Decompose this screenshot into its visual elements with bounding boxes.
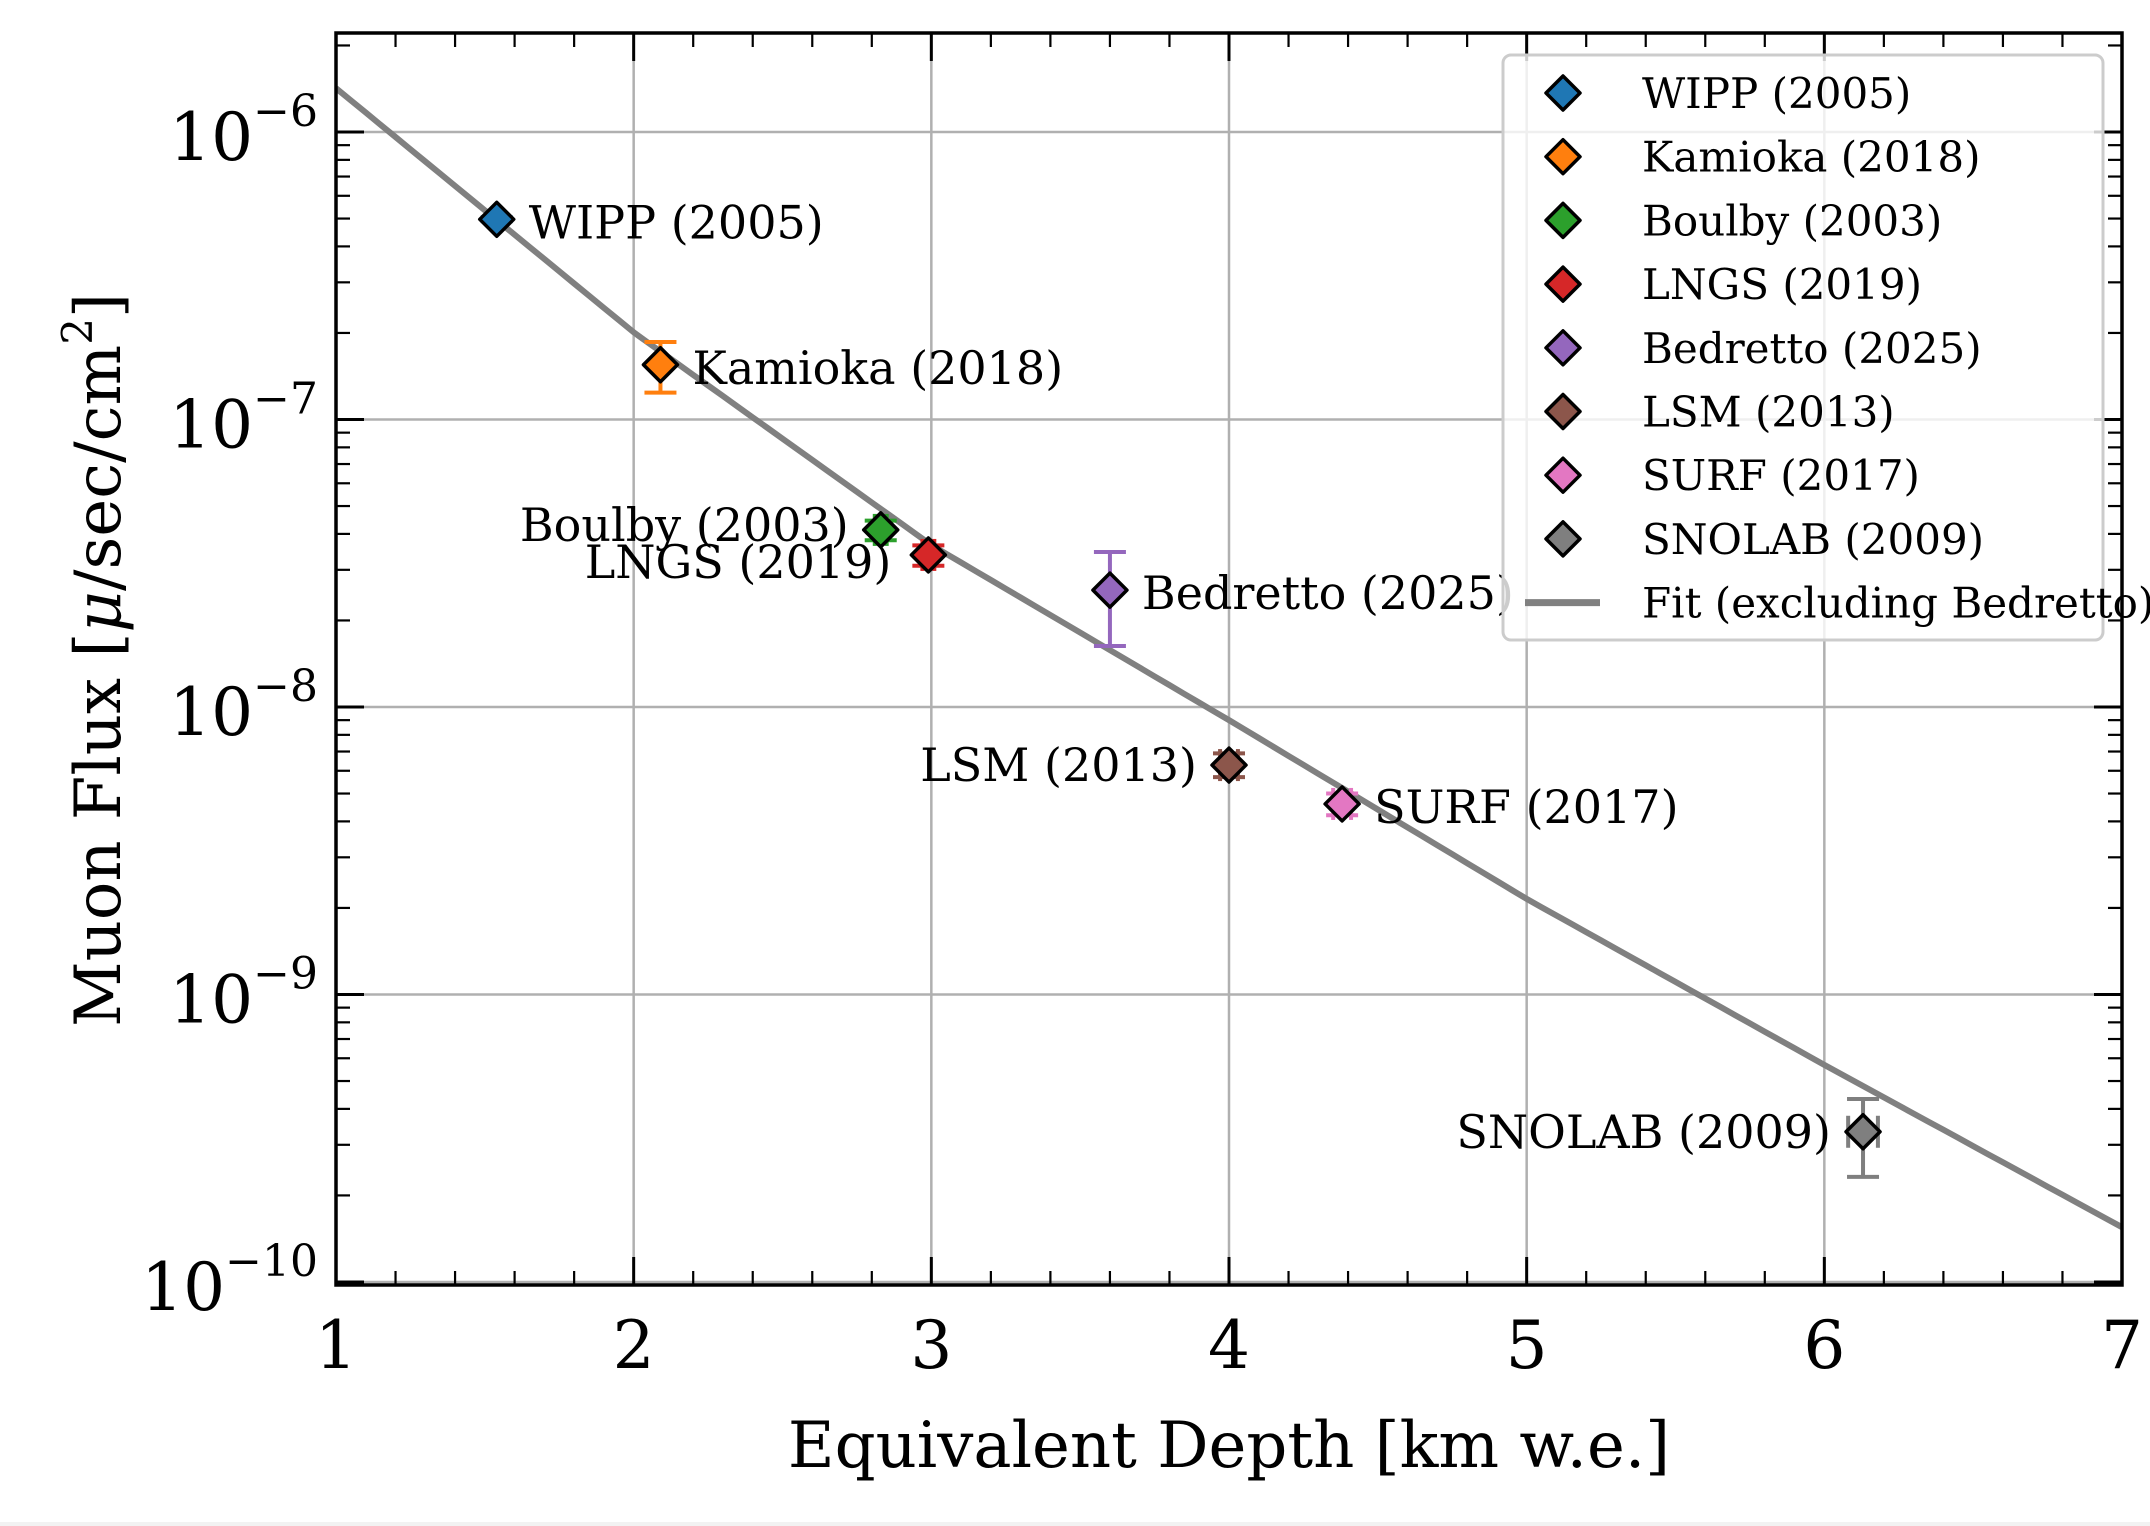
- data-point-label: Bedretto (2025): [1142, 566, 1514, 620]
- legend-item: SURF (2017): [1544, 451, 1920, 500]
- y-tick-label-exponent: −9: [253, 948, 318, 999]
- legend-label: LSM (2013): [1642, 388, 1895, 437]
- legend-item: WIPP (2005): [1544, 69, 1911, 118]
- data-point-label: SNOLAB (2009): [1456, 1105, 1831, 1159]
- y-tick-label-base: 10: [169, 674, 253, 751]
- legend-marker-icon: [1544, 137, 1582, 176]
- x-tick-label: 4: [1208, 1307, 1250, 1384]
- fit-curve-layer: [336, 85, 2122, 1230]
- data-point-marker: [1844, 1113, 1882, 1151]
- y-tick-label-exponent: −8: [253, 661, 318, 712]
- legend-marker-icon: [1544, 520, 1582, 558]
- y-tick-label-base: 10: [141, 1249, 225, 1326]
- data-point-label: LSM (2013): [920, 738, 1197, 792]
- legend-marker-icon: [1544, 201, 1582, 240]
- legend-item: Fit (excluding Bedretto): [1525, 579, 2150, 628]
- y-axis-label-sup: 2: [53, 318, 102, 345]
- x-tick-label: 3: [910, 1307, 952, 1384]
- legend: WIPP (2005) Kamioka (2018) Boulby (2003) LN…: [1501, 53, 2150, 642]
- legend-box: [1501, 53, 2105, 642]
- legend-label: Boulby (2003): [1642, 196, 1942, 245]
- data-point-marker: [909, 536, 948, 574]
- bottom-strip: [0, 1522, 2150, 1526]
- x-tick-label: 5: [1506, 1307, 1548, 1384]
- legend-item: LNGS (2019): [1544, 260, 1922, 309]
- legend-label: Fit (excluding Bedretto): [1642, 579, 2150, 628]
- legend-marker-icon: [1544, 265, 1582, 303]
- y-tick-label-base: 10: [169, 99, 253, 176]
- data-point-label: SURF (2017): [1374, 780, 1678, 834]
- data-point-label: Kamioka (2018): [692, 341, 1063, 395]
- y-tick-label-exponent: −7: [253, 373, 318, 424]
- y-axis-label-units: /sec/cm: [62, 345, 136, 591]
- y-tick-label: 10−10: [141, 1236, 318, 1326]
- legend-label: LNGS (2019): [1642, 260, 1922, 309]
- data-point-marker: [861, 511, 900, 549]
- legend-label: Kamioka (2018): [1642, 133, 1980, 182]
- x-axis-label: Equivalent Depth [km w.e.]: [788, 1409, 1670, 1483]
- data-point-label: LNGS (2019): [585, 535, 892, 589]
- legend-label: WIPP (2005): [1642, 69, 1911, 118]
- data-point-label: Boulby (2003): [520, 498, 849, 552]
- x-tick-label: 6: [1803, 1307, 1845, 1384]
- y-tick-label: 10−8: [169, 661, 318, 751]
- x-tick-label: 7: [2101, 1307, 2143, 1384]
- data-point-marker: [1323, 785, 1361, 823]
- legend-item: LSM (2013): [1544, 388, 1895, 437]
- y-tick-label-base: 10: [169, 961, 253, 1038]
- y-axis-label-mu: μ: [62, 591, 136, 633]
- annotations-layer: WIPP (2005) Kamioka (2018) Boulby (2003)LN…: [520, 195, 1831, 1158]
- legend-marker-icon: [1544, 392, 1582, 431]
- y-tick-label: 10−6: [169, 86, 318, 176]
- legend-marker-icon: [1544, 74, 1582, 112]
- y-tick-label-base: 10: [169, 386, 253, 463]
- y-axis-label-prefix: Muon Flux [: [62, 633, 136, 1027]
- legend-marker-icon: [1544, 456, 1582, 494]
- legend-item: SNOLAB (2009): [1544, 515, 1984, 564]
- y-tick-label: 10−9: [169, 948, 318, 1038]
- fit-curve: [336, 85, 2122, 1230]
- data-point-marker: [641, 346, 680, 384]
- data-point-marker: [1210, 746, 1248, 784]
- legend-label: SNOLAB (2009): [1642, 515, 1984, 564]
- data-point-marker: [477, 200, 516, 239]
- y-tick-label-exponent: −6: [253, 86, 318, 137]
- legend-item: Kamioka (2018): [1544, 133, 1980, 182]
- legend-label: SURF (2017): [1642, 451, 1920, 500]
- y-tick-label: 10−7: [169, 373, 318, 463]
- axis-ticks: [334, 33, 2124, 1285]
- legend-label: Bedretto (2025): [1642, 324, 1982, 373]
- x-tick-label: 1: [315, 1307, 357, 1384]
- markers-layer: [477, 200, 1882, 1151]
- legend-item: Boulby (2003): [1544, 196, 1942, 245]
- y-axis-label: Muon Flux [μ/sec/cm2]: [53, 293, 136, 1027]
- data-point-marker: [1091, 571, 1129, 609]
- legend-item: Bedretto (2025): [1544, 324, 1982, 373]
- x-tick-label: 2: [613, 1307, 655, 1384]
- legend-marker-icon: [1544, 329, 1582, 367]
- data-point-label: WIPP (2005): [529, 195, 824, 249]
- y-axis-label-suffix: ]: [62, 293, 136, 318]
- y-tick-label-exponent: −10: [225, 1236, 318, 1287]
